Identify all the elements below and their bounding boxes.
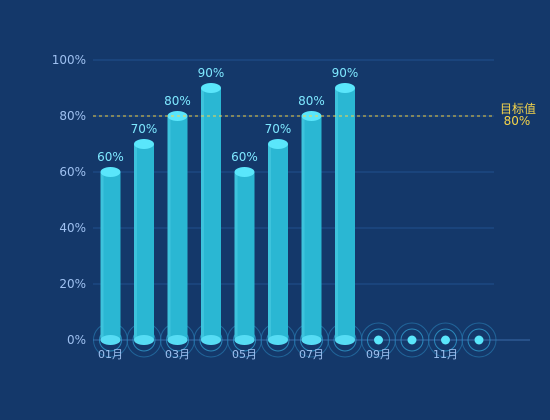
bar-value-label: 80% bbox=[298, 94, 325, 108]
y-tick-label: 20% bbox=[59, 277, 86, 291]
bar-value-label: 60% bbox=[97, 150, 124, 164]
bar-highlight bbox=[201, 88, 204, 340]
target-value-label: 80% bbox=[504, 114, 531, 128]
x-tick-label: 01月 bbox=[98, 348, 123, 361]
bar bbox=[134, 144, 154, 340]
bar-value-label: 60% bbox=[231, 150, 258, 164]
bar-top-cap bbox=[134, 139, 154, 149]
x-tick-label: 09月 bbox=[366, 348, 391, 361]
bar bbox=[201, 88, 221, 340]
bar-highlight bbox=[301, 116, 305, 340]
bar-value-label: 90% bbox=[198, 66, 225, 80]
bar-highlight bbox=[335, 88, 338, 340]
base-ring-inner bbox=[367, 328, 390, 352]
bar-highlight bbox=[268, 144, 271, 340]
bar-bottom-cap bbox=[301, 335, 322, 345]
bar-bottom-cap bbox=[234, 335, 255, 345]
base-dot bbox=[441, 335, 450, 345]
bar-value-label: 70% bbox=[131, 122, 158, 136]
base-ring-inner bbox=[400, 328, 424, 352]
bar-top-cap bbox=[100, 167, 121, 177]
bar-bottom-cap bbox=[201, 335, 221, 345]
bar-value-label: 90% bbox=[332, 66, 359, 80]
bar-top-cap bbox=[201, 83, 221, 93]
bar bbox=[301, 116, 322, 340]
bar-value-label: 70% bbox=[265, 122, 292, 136]
x-tick-label: 03月 bbox=[165, 348, 190, 361]
base-dot bbox=[374, 335, 383, 345]
base-ring-inner bbox=[434, 328, 457, 352]
y-tick-label: 0% bbox=[67, 333, 86, 347]
bar bbox=[167, 116, 188, 340]
y-axis: 0% 20% 40% 60% 80% 100% bbox=[52, 53, 86, 347]
bar-value-label: 80% bbox=[164, 94, 191, 108]
bar-bottom-cap bbox=[100, 335, 121, 345]
bar-bottom-cap bbox=[335, 335, 355, 345]
bar bbox=[234, 172, 255, 340]
y-tick-label: 60% bbox=[59, 165, 86, 179]
y-tick-label: 100% bbox=[52, 53, 86, 67]
x-tick-label: 11月 bbox=[433, 348, 458, 361]
y-tick-label: 80% bbox=[59, 109, 86, 123]
base-dot bbox=[474, 335, 484, 345]
bar-top-cap bbox=[335, 83, 355, 93]
bar-highlight bbox=[134, 144, 137, 340]
bar bbox=[100, 172, 121, 340]
bar-bottom-cap bbox=[268, 335, 288, 345]
base-ring-outer bbox=[461, 322, 497, 358]
bar bbox=[268, 144, 288, 340]
bar-top-cap bbox=[268, 139, 288, 149]
x-tick-label: 05月 bbox=[232, 348, 257, 361]
x-axis: 01月 03月 05月 07月 09月 11月 bbox=[98, 348, 458, 361]
bars: 60% 70% 80% 90% 60% 70% 80% 90% bbox=[97, 66, 358, 345]
bar-highlight bbox=[234, 172, 238, 340]
x-tick-label: 07月 bbox=[299, 348, 324, 361]
bar-bottom-cap bbox=[134, 335, 154, 345]
bar bbox=[335, 88, 355, 340]
bar-highlight bbox=[100, 172, 104, 340]
bar-highlight bbox=[167, 116, 171, 340]
y-tick-label: 40% bbox=[59, 221, 86, 235]
bar-top-cap bbox=[234, 167, 255, 177]
base-dot bbox=[407, 335, 417, 345]
bar-bottom-cap bbox=[167, 335, 188, 345]
base-ring-inner bbox=[467, 328, 491, 352]
target-label: 目标值 bbox=[500, 101, 536, 116]
